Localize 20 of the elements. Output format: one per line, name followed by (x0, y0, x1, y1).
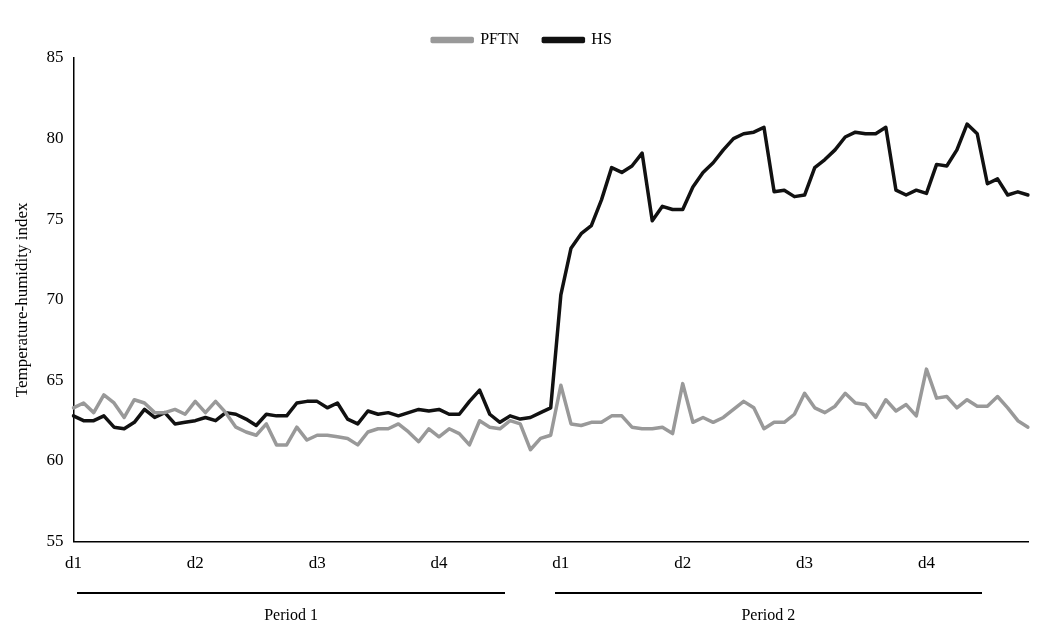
y-tick-label: 70 (46, 289, 64, 309)
y-tick-label: 80 (46, 128, 64, 148)
text: Period 2 (740, 606, 797, 624)
x-tick-label: d4 (917, 553, 936, 573)
x-tick-label: d3 (796, 553, 814, 573)
y-axis-title: Temperature-humidity index (11, 201, 31, 398)
text: Period 1 (263, 606, 319, 624)
legend-label: HS (591, 30, 612, 48)
x-tick-label: d3 (308, 553, 326, 573)
y-tick-label: 65 (46, 369, 64, 389)
x-tick-label: d1 (552, 553, 570, 573)
y-tick-label: 55 (46, 531, 64, 551)
y-tick-label: 60 (46, 450, 64, 470)
legend-label: PFTN (480, 30, 520, 48)
y-tick-label: 75 (46, 208, 64, 228)
x-tick-label: d2 (674, 553, 692, 573)
y-tick-label: 85 (46, 47, 64, 67)
x-tick-label: d4 (430, 553, 448, 573)
x-tick-label: d2 (186, 553, 204, 573)
x-tick-label: d1 (64, 553, 82, 573)
